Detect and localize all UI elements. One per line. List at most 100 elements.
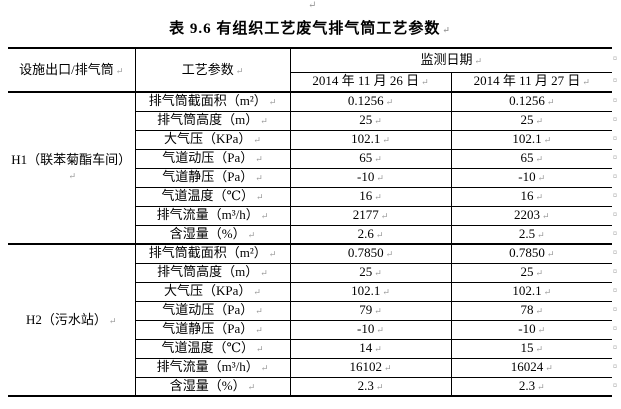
paragraph-mark: ↵ [537,173,546,184]
value-cell-date1: 25 ↵ [289,111,451,131]
param-cell-text: 排气流量（m³/h） [156,207,259,223]
value-cell-date2: 0.7850 ↵ [450,244,612,264]
header-date-group: 监测日期 ↵ [289,48,612,73]
paragraph-mark: ↵ [537,325,546,336]
paragraph-mark: ↵ [255,306,263,317]
param-cell-text: 排气筒截面积（m²） [148,93,267,109]
value-cell-date1: 2.3 ↵ [289,377,451,397]
value-cell-date1-text: 0.7850 [347,245,384,261]
paragraph-mark: ↵ [385,249,394,260]
header-outlet-column: 设施出口/排气筒 ↵ [8,48,135,93]
row-end-mark: ¤ [613,323,617,333]
row-end-mark: ¤ [613,380,617,390]
row-end-mark: ¤ [613,285,617,295]
param-cell: 气道静压（Pa） ↵ [134,168,290,188]
param-cell: 大气压（KPa） ↵ [134,282,290,302]
value-cell-date2: 16 ↵ [450,187,612,207]
row-end-mark: ¤ [613,76,617,85]
value-cell-date1-text: 16102 [349,359,382,375]
table-row: 含湿量（%） ↵ 2.3 ↵ 2.3 ↵ [8,377,612,397]
value-cell-date2-text: 16 [520,188,534,204]
param-cell: 排气筒高度（m） ↵ [134,263,290,283]
table-row: 含湿量（%） ↵ 2.6 ↵ 2.5 ↵ [8,225,612,245]
process-parameters-table: 设施出口/排气筒 ↵ 工艺参数 ↵ 监测日期 ↵ 2014 年 11 月 26 日 ↵ … [8,47,612,397]
value-cell-date2-text: 2.5 [518,225,536,241]
paragraph-mark: ↵ [535,268,544,279]
paragraph-mark: ↵ [115,65,124,76]
table-row: 气道动压（Pa） ↵ 65 ↵ 65 ↵ [8,149,612,169]
table-row: H2（污水站） ↵ 排气筒截面积（m²） ↵ 0.7850 ↵ 0.7850 ↵ [8,244,612,397]
value-cell-date2-text: 25 [520,264,534,280]
outlet-label: H1（联苯菊酯车间） [11,152,132,168]
paragraph-mark: ↵ [255,154,263,165]
value-cell-date2: 15 ↵ [450,339,612,359]
paragraph-mark: ↵ [474,55,483,66]
paragraph-mark: ↵ [247,381,256,392]
param-cell: 含湿量（%） ↵ [134,377,290,397]
param-cell-text: 气道静压（Pa） [162,169,254,185]
outlet-cell: H2（污水站） ↵ [8,244,135,397]
table-row: 大气压（KPa） ↵ 102.1 ↵ 102.1 ↵ [8,282,612,302]
paragraph-mark: ↵ [235,65,244,76]
value-cell-date1: 16102 ↵ [289,358,451,378]
paragraph-mark: ↵ [382,287,390,298]
paragraph-mark: ↵ [247,229,256,240]
value-cell-date1: 2177 ↵ [289,206,451,226]
outlet-cell: H1（联苯菊酯车间） ↵ [8,92,135,245]
paragraph-mark: ↵ [535,154,544,165]
paragraph-mark: ↵ [421,77,429,88]
paragraph-mark: ↵ [537,229,545,240]
paragraph-mark: ↵ [537,381,545,392]
param-cell: 气道温度（℃） ↵ [134,187,290,207]
value-cell-date2-text: 65 [520,150,534,166]
value-cell-date1: 0.1256 ↵ [289,92,451,112]
value-cell-date1-text: 65 [359,150,373,166]
value-cell-date2: 16024 ↵ [450,358,612,378]
value-cell-date2: 65 ↵ [450,149,612,169]
param-cell: 含湿量（%） ↵ [134,225,290,245]
param-cell: 排气筒截面积（m²） ↵ [134,244,290,264]
paragraph-mark: ↵ [255,325,263,336]
paragraph-mark: ↵ [260,116,268,127]
table-title-text: 表 9.6 有组织工艺废气排气筒工艺参数 [169,21,441,37]
table-row: 气道温度（℃） ↵ 16 ↵ 16 ↵ [8,187,612,207]
param-cell-text: 大气压（KPa） [164,131,252,147]
value-cell-date1-text: 25 [359,112,373,128]
paragraph-mark: ↵ [260,268,268,279]
value-cell-date1: 2.6 ↵ [289,225,451,245]
value-cell-date2: 2203 ↵ [450,206,612,226]
paragraph-mark: ↵ [442,25,451,35]
paragraph-mark: ↵ [253,287,261,298]
value-cell-date1-text: 2.6 [357,225,374,241]
paragraph-mark: ↵ [260,363,269,374]
param-cell: 排气筒截面积（m²） ↵ [134,92,290,112]
header-row-1: 设施出口/排气筒 ↵ 工艺参数 ↵ 监测日期 ↵ [8,48,612,93]
param-cell-text: 大气压（KPa） [164,283,252,299]
header-date-2-label: 2014 年 11 月 27 日 [473,73,581,89]
table-row: 排气筒高度（m） ↵ 25 ↵ 25 ↵ [8,111,612,131]
param-cell-text: 排气筒高度（m） [157,264,259,280]
param-cell-text: 含湿量（%） [169,377,246,393]
outlet-label: H2（污水站） [26,311,107,327]
value-cell-date2-text: -10 [518,321,536,337]
value-cell-date1: 0.7850 ↵ [289,244,451,264]
value-cell-date1-text: 0.1256 [347,93,384,109]
value-cell-date2-text: 2203 [513,207,540,223]
row-end-mark: ¤ [613,171,617,181]
value-cell-date1-text: -10 [357,169,375,185]
paragraph-mark: ↵ [374,344,382,355]
value-cell-date2: 0.1256 ↵ [450,92,612,112]
row-end-mark: ¤ [613,247,617,257]
value-cell-date2-text: 0.7850 [509,245,545,261]
paragraph-mark: ↵ [541,211,550,222]
value-cell-date1-text: 79 [359,302,373,318]
paragraph-mark: ↵ [385,97,394,108]
table-row: 气道温度（℃） ↵ 14 ↵ 15 ↵ [8,339,612,359]
value-cell-date1-text: -10 [357,321,375,337]
table-row: 气道静压（Pa） ↵ -10 ↵ -10 ↵ [8,320,612,340]
paragraph-mark: ↵ [253,135,261,146]
param-cell-text: 气道静压（Pa） [162,321,254,337]
value-cell-date2: 2.5 ↵ [450,225,612,245]
value-cell-date2: 25 ↵ [450,263,612,283]
value-cell-date1: 102.1 ↵ [289,282,451,302]
